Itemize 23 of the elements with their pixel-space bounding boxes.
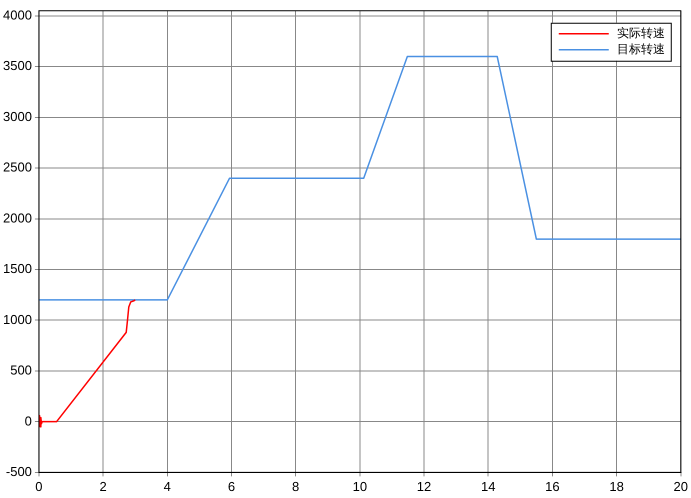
y-tick-label: 4000 xyxy=(3,7,32,22)
y-tick-label: 3000 xyxy=(3,108,32,124)
x-tick-label: 8 xyxy=(292,478,300,494)
x-tick-label: 2 xyxy=(99,478,107,494)
y-tick-label: 3500 xyxy=(3,58,32,74)
y-tick-label: 1500 xyxy=(3,261,32,276)
legend-label: 目标转速 xyxy=(616,42,665,56)
x-tick-label: 14 xyxy=(480,478,496,494)
y-tick-label: 0 xyxy=(24,413,32,428)
x-tick-label: 12 xyxy=(416,478,432,494)
x-tick-label: 4 xyxy=(164,478,171,494)
x-tick-label: 20 xyxy=(674,478,688,494)
y-tick-label: 500 xyxy=(10,362,32,378)
legend-label: 实际转速 xyxy=(616,26,665,40)
x-tick-label: 16 xyxy=(545,478,560,494)
y-tick-label: -500 xyxy=(6,464,32,479)
x-tick-label: 10 xyxy=(352,478,368,494)
y-tick-label: 1000 xyxy=(3,312,32,327)
y-tick-label: 2500 xyxy=(3,160,32,175)
x-tick-label: 0 xyxy=(35,478,43,494)
x-tick-label: 6 xyxy=(228,478,236,494)
y-tick-label: 2000 xyxy=(3,210,32,226)
x-tick-label: 18 xyxy=(609,478,624,494)
